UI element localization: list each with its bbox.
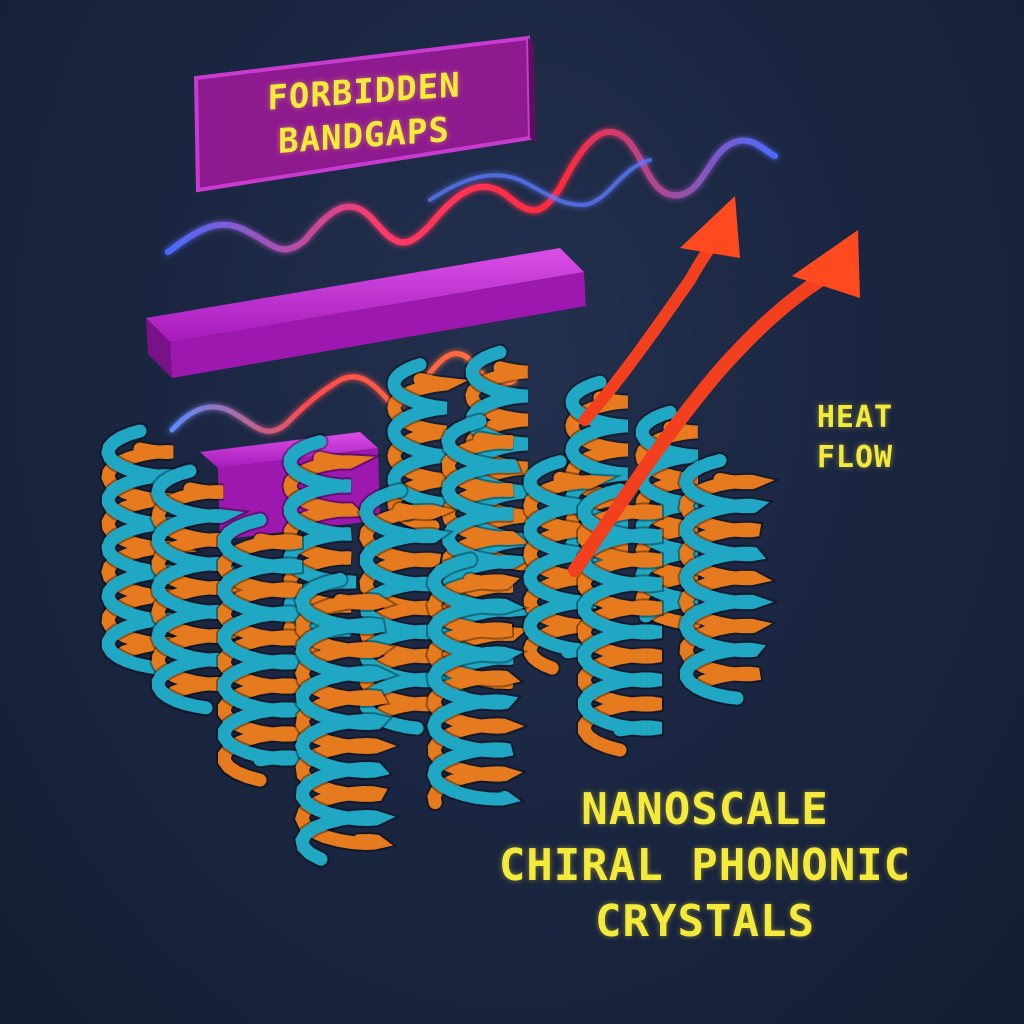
helix-strand — [679, 454, 774, 705]
title-line-1: NANOSCALE — [581, 784, 829, 835]
heat-flow-label: HEAT FLOW — [790, 398, 920, 478]
title-line-2: CHIRAL PHONONIC — [498, 840, 912, 891]
heat-flow-arrow-right — [568, 230, 860, 577]
helix-column-icon — [292, 570, 403, 868]
helix-strand — [295, 593, 397, 851]
helix-column-icon — [385, 356, 476, 535]
helix-array — [99, 343, 781, 868]
title-line-3: CRYSTALS — [595, 896, 815, 947]
phonon-wave-upper — [165, 128, 778, 255]
flow-line: FLOW — [816, 440, 894, 475]
helix-column-icon — [149, 462, 255, 717]
main-title: NANOSCALE CHIRAL PHONONIC CRYSTALS — [460, 782, 950, 950]
helix-strand — [427, 553, 525, 806]
helix-column-icon — [425, 551, 531, 812]
bandgap-sign — [193, 35, 536, 193]
helix-strand — [679, 473, 775, 689]
phonon-wave-lower — [169, 351, 518, 434]
heat-flow-arrow-left — [579, 196, 740, 426]
helix-strand — [427, 573, 525, 810]
phonon-wave-upper-echo — [428, 158, 652, 208]
helix-strand — [387, 358, 449, 521]
helix-strand — [578, 483, 662, 737]
bandgap-bar-large — [146, 248, 586, 378]
helix-column-icon — [677, 452, 781, 707]
heat-line: HEAT — [816, 400, 894, 435]
helix-strand — [295, 572, 396, 866]
helix-strand — [218, 513, 302, 767]
helix-column-icon — [216, 511, 304, 789]
